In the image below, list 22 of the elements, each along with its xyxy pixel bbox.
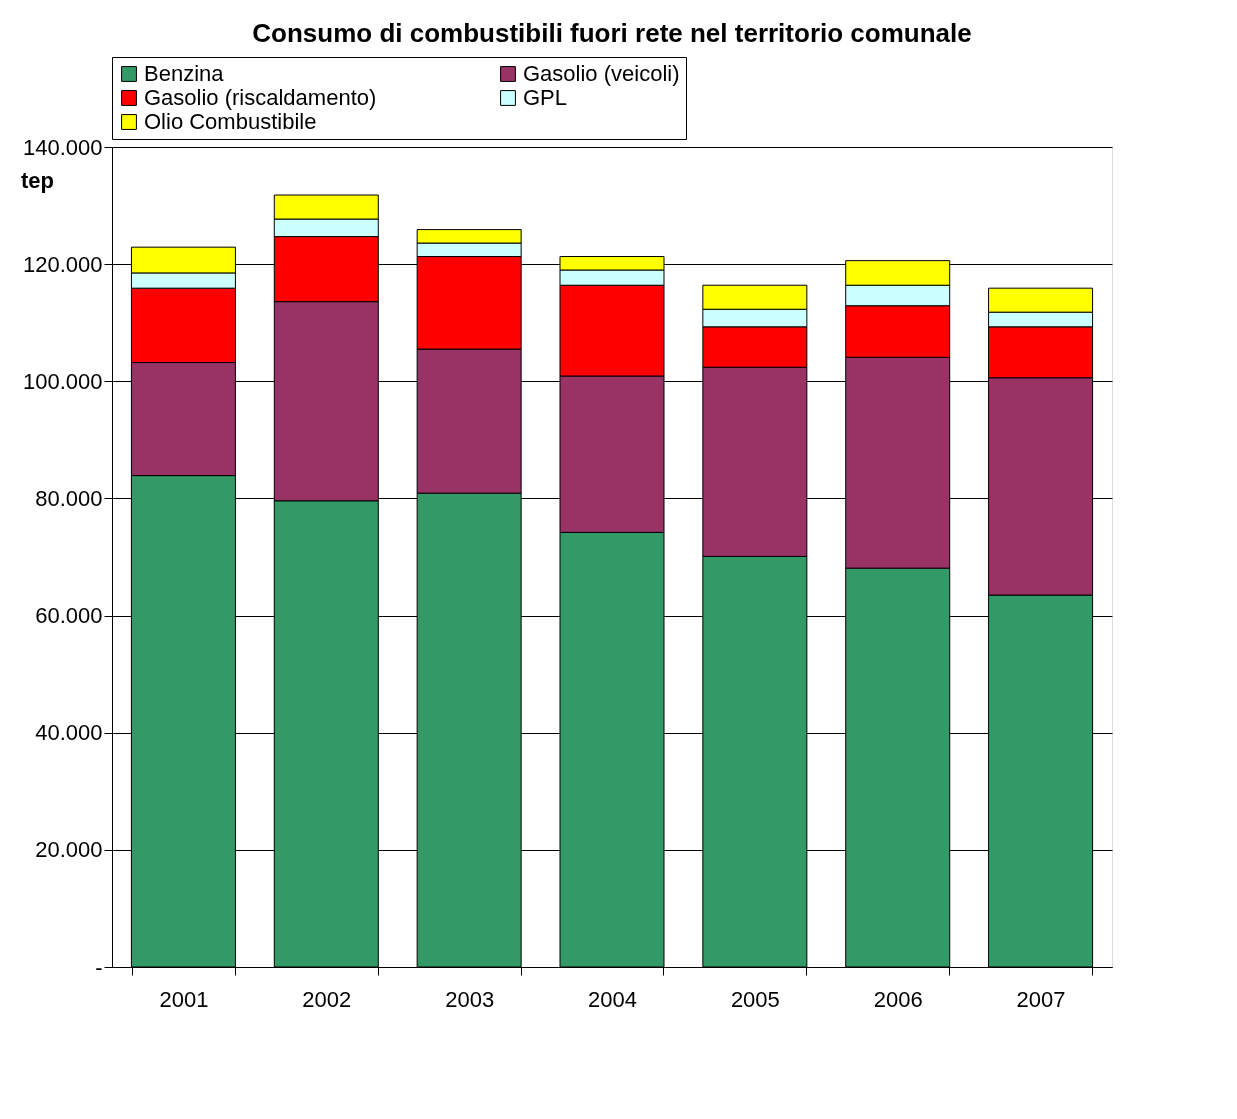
x-tick-label: 2004 <box>588 986 637 1012</box>
y-tick-label: 20.000 <box>35 837 103 863</box>
y-axis-title: tep <box>21 167 54 193</box>
y-tick-label: 40.000 <box>35 720 103 746</box>
legend-label: GPL <box>523 85 568 110</box>
y-tick-label: 140.000 <box>22 134 103 160</box>
legend-label: Olio Combustibile <box>144 109 317 134</box>
y-tick-label: - <box>95 954 103 980</box>
x-tick-label: 2007 <box>1016 986 1066 1012</box>
legend-label: Benzina <box>144 61 225 86</box>
x-tick-label: 2003 <box>445 986 495 1012</box>
x-tick-label: 2001 <box>159 986 209 1012</box>
y-tick-label: 120.000 <box>22 251 103 277</box>
x-tick-label: 2005 <box>730 986 780 1012</box>
legend-label: Gasolio (riscaldamento) <box>144 85 377 110</box>
y-tick-label: 80.000 <box>35 485 103 511</box>
y-tick-label: 100.000 <box>22 368 103 394</box>
chart-title: Consumo di combustibili fuori rete nel territorio comunale <box>252 17 972 48</box>
x-tick-label: 2002 <box>302 986 352 1012</box>
legend-label: Gasolio (veicoli) <box>523 61 680 86</box>
y-tick-label: 60.000 <box>35 603 103 629</box>
x-tick-label: 2006 <box>873 986 923 1012</box>
